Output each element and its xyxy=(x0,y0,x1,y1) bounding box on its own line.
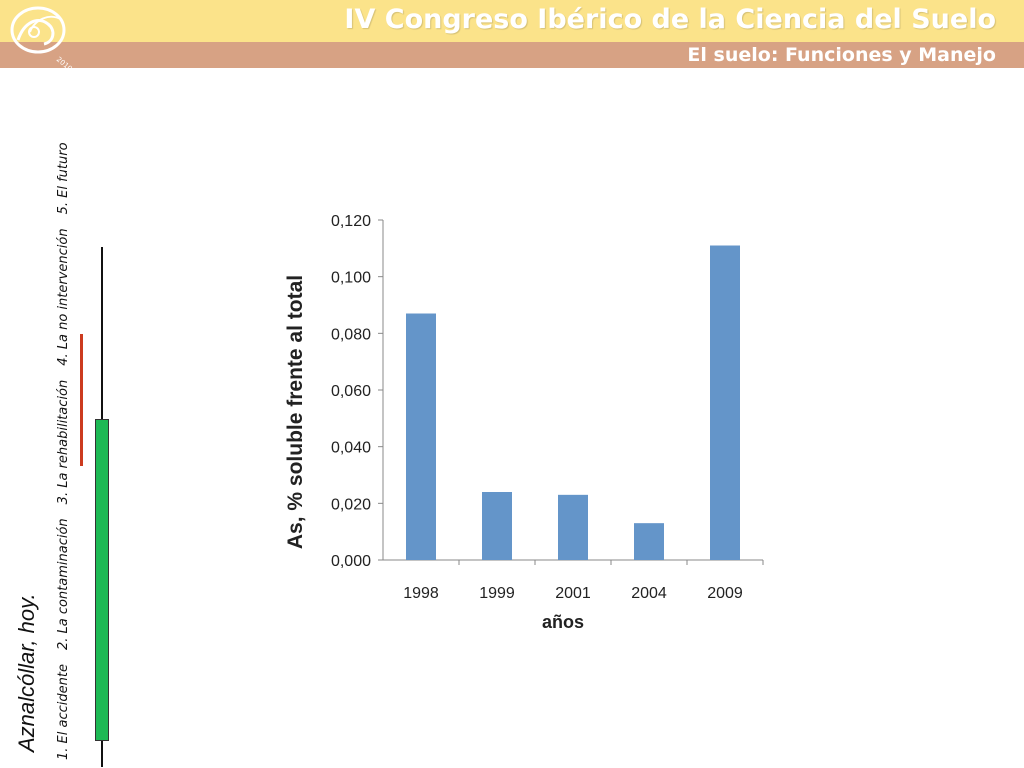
bar-1999 xyxy=(482,492,512,560)
y-tick-label: 0,100 xyxy=(331,270,371,287)
bar-2001 xyxy=(558,494,588,560)
x-tick-label: 2004 xyxy=(631,585,667,602)
page-title: IV Congreso Ibérico de la Ciencia del Su… xyxy=(344,4,996,35)
bar-2009 xyxy=(710,245,740,560)
x-tick-label: 1998 xyxy=(403,585,439,602)
y-tick-label: 0,120 xyxy=(331,213,371,230)
page-subtitle: El suelo: Funciones y Manejo xyxy=(687,44,996,66)
subheader-band xyxy=(0,42,1024,68)
x-axis-label: años xyxy=(542,612,584,632)
bar-1998 xyxy=(406,313,436,560)
y-tick-label: 0,080 xyxy=(331,326,371,343)
progress-bar-green xyxy=(95,419,109,741)
y-tick-label: 0,000 xyxy=(331,553,371,570)
congress-logo: 2010 xyxy=(10,6,74,68)
progress-marker-red xyxy=(80,334,83,466)
y-tick-label: 0,040 xyxy=(331,440,371,457)
y-axis-label: As, % soluble frente al total xyxy=(284,275,307,549)
x-tick-label: 2001 xyxy=(555,585,591,602)
y-tick-label: 0,060 xyxy=(331,383,371,400)
header-band xyxy=(0,0,1024,42)
bar-2004 xyxy=(634,523,664,560)
x-tick-label: 1999 xyxy=(479,585,515,602)
y-tick-label: 0,020 xyxy=(331,496,371,513)
x-tick-label: 2009 xyxy=(707,585,743,602)
